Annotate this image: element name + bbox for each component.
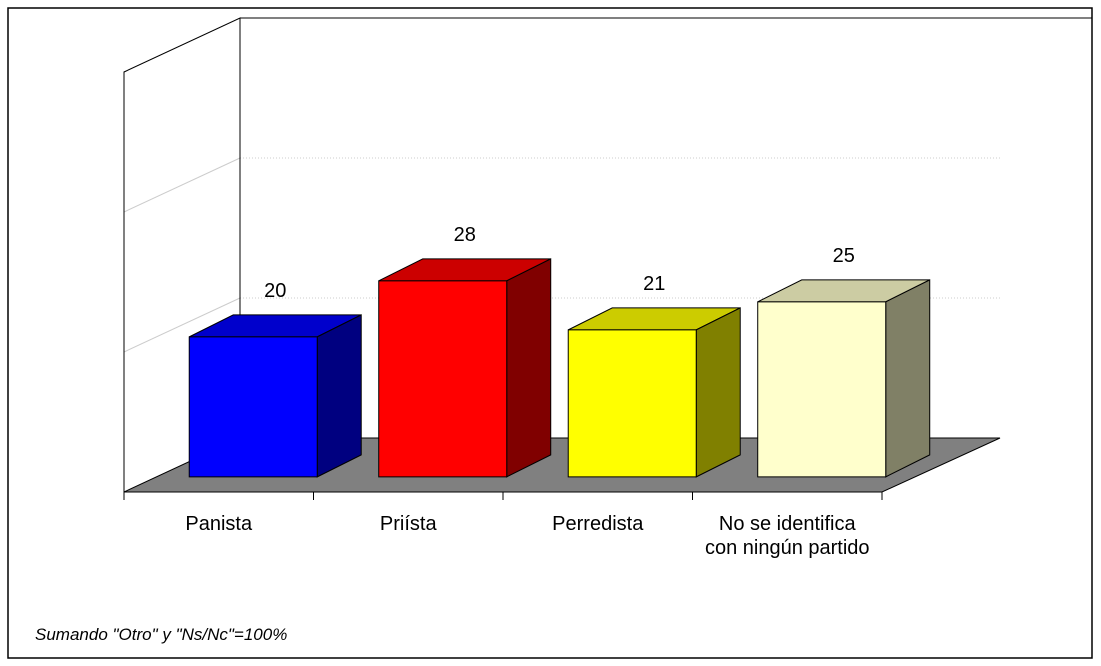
bar-side [506, 258, 552, 478]
x-tick-label: Priísta [380, 513, 438, 535]
bar-side [885, 279, 931, 478]
x-tick-label: No se identifica con ningún partido [705, 513, 870, 559]
bar [757, 301, 887, 478]
x-tick-label: Perredista [552, 513, 644, 535]
grid-line [123, 297, 241, 353]
grid-line [123, 157, 241, 213]
value-label: 28 [454, 224, 476, 246]
annotation: Sumando "Otro" y "Ns/Nc"=100% [35, 625, 287, 644]
bar [188, 336, 318, 478]
label-line: con ningún partido [705, 537, 870, 559]
bar [378, 280, 508, 478]
bar-side [316, 314, 362, 478]
label-line: No se identifica [719, 513, 857, 535]
wall-edge [123, 17, 241, 492]
value-label: 20 [264, 280, 286, 302]
bar-side [695, 307, 741, 478]
value-label: 25 [833, 245, 855, 267]
value-label: 21 [643, 273, 665, 295]
bar [567, 329, 697, 478]
x-tick-label: Panista [185, 513, 253, 535]
